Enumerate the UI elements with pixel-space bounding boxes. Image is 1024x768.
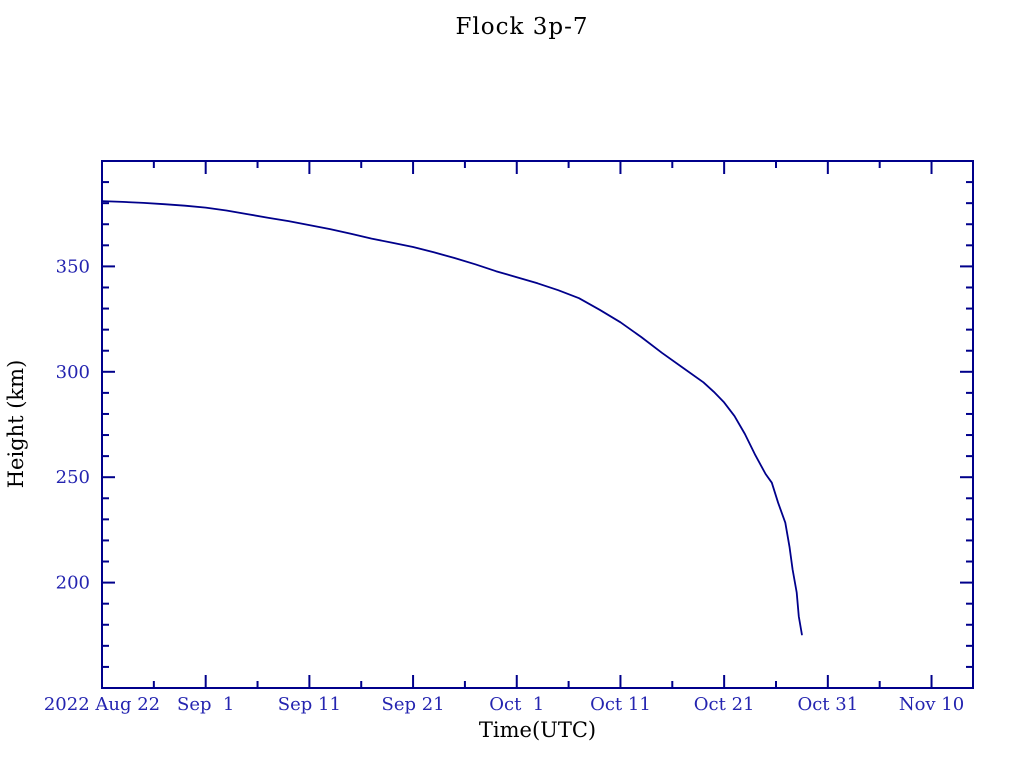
y-tick-label: 350 bbox=[56, 256, 90, 277]
y-tick-label: 300 bbox=[56, 362, 90, 383]
height-decay-curve bbox=[101, 200, 803, 636]
x-tick-label: Oct 11 bbox=[590, 694, 651, 715]
x-tick-label: Sep 21 bbox=[382, 694, 445, 715]
x-tick-label: Oct 1 bbox=[489, 694, 544, 715]
y-tick-label: 250 bbox=[56, 467, 90, 488]
plot-frame bbox=[101, 160, 974, 689]
x-tick-label: Sep 11 bbox=[278, 694, 341, 715]
x-tick-label: 2022 Aug 22 bbox=[44, 694, 160, 715]
x-tick-label: Nov 10 bbox=[899, 694, 964, 715]
y-tick-label: 200 bbox=[56, 573, 90, 594]
x-tick-label: Oct 31 bbox=[797, 694, 858, 715]
x-axis-title: Time(UTC) bbox=[478, 718, 597, 742]
x-tick-label: Oct 21 bbox=[694, 694, 755, 715]
x-tick-label: Sep 1 bbox=[177, 694, 234, 715]
chart-title: Flock 3p-7 bbox=[455, 14, 589, 40]
